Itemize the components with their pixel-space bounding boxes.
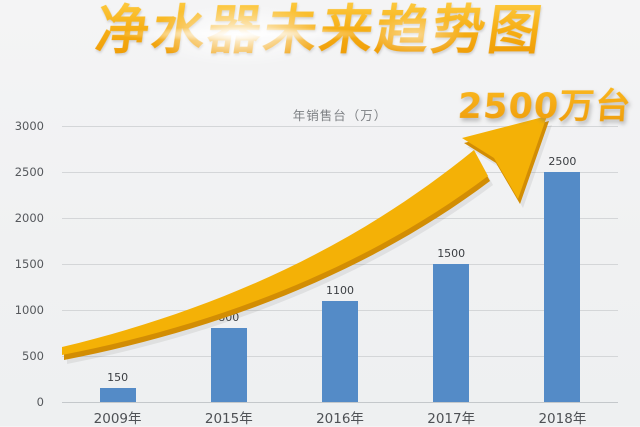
y-tick-label: 3000 [14, 119, 44, 133]
title-block: 净水器未来趋势图 [0, 0, 640, 61]
x-tick-label: 2009年 [93, 411, 142, 427]
x-axis: 2009年 2015年 2016年 2017年 2018年 [62, 407, 618, 427]
y-tick-label: 1000 [14, 303, 44, 317]
y-axis: 0 500 1000 1500 2000 2500 3000 [0, 119, 52, 409]
y-tick-label: 2500 [14, 165, 44, 179]
y-tick-label: 0 [36, 395, 44, 409]
x-tick-label: 2018年 [538, 411, 587, 427]
bar-value-label: 150 [107, 371, 129, 385]
page-title: 净水器未来趋势图 [91, 0, 549, 61]
bar-value-label: 1100 [326, 283, 354, 297]
y-tick-label: 500 [22, 349, 44, 363]
gridline [62, 402, 618, 403]
y-tick-label: 1500 [14, 257, 44, 271]
x-tick-label: 2015年 [204, 411, 253, 427]
bar-value-label: 2500 [548, 155, 577, 168]
chart-subtitle: 年销售台（万） [292, 108, 388, 123]
peak-value-annotation: 2500万台 [456, 78, 633, 129]
gridline [62, 172, 618, 173]
y-tick-label: 2000 [14, 211, 44, 225]
x-tick-label: 2016年 [316, 411, 364, 427]
gridline [62, 218, 618, 219]
bar-2016年 [322, 300, 358, 402]
bar-2015年 [210, 328, 247, 402]
bar-value-label: 800 [218, 311, 240, 325]
bar-2017年 [433, 264, 470, 402]
bar-value-label: 1500 [437, 247, 466, 260]
gridline [62, 126, 618, 127]
plot-area: 150 800 1100 1500 2500 [62, 126, 618, 403]
bar-2009年 [99, 388, 136, 402]
gridline [62, 264, 618, 265]
bar-2018年 [544, 172, 581, 402]
x-tick-label: 2017年 [427, 411, 476, 427]
